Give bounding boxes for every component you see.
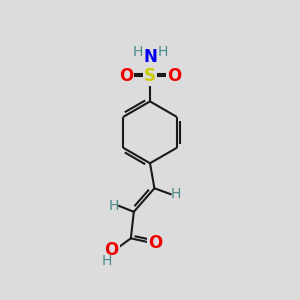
Text: O: O — [105, 241, 119, 259]
Text: N: N — [143, 48, 157, 66]
Text: S: S — [144, 68, 156, 85]
Text: H: H — [102, 254, 112, 268]
Text: O: O — [119, 68, 133, 85]
Text: H: H — [157, 45, 168, 59]
Text: H: H — [132, 45, 143, 59]
Text: O: O — [167, 68, 181, 85]
Text: H: H — [171, 187, 181, 201]
Text: O: O — [148, 234, 162, 252]
Text: H: H — [109, 199, 119, 213]
